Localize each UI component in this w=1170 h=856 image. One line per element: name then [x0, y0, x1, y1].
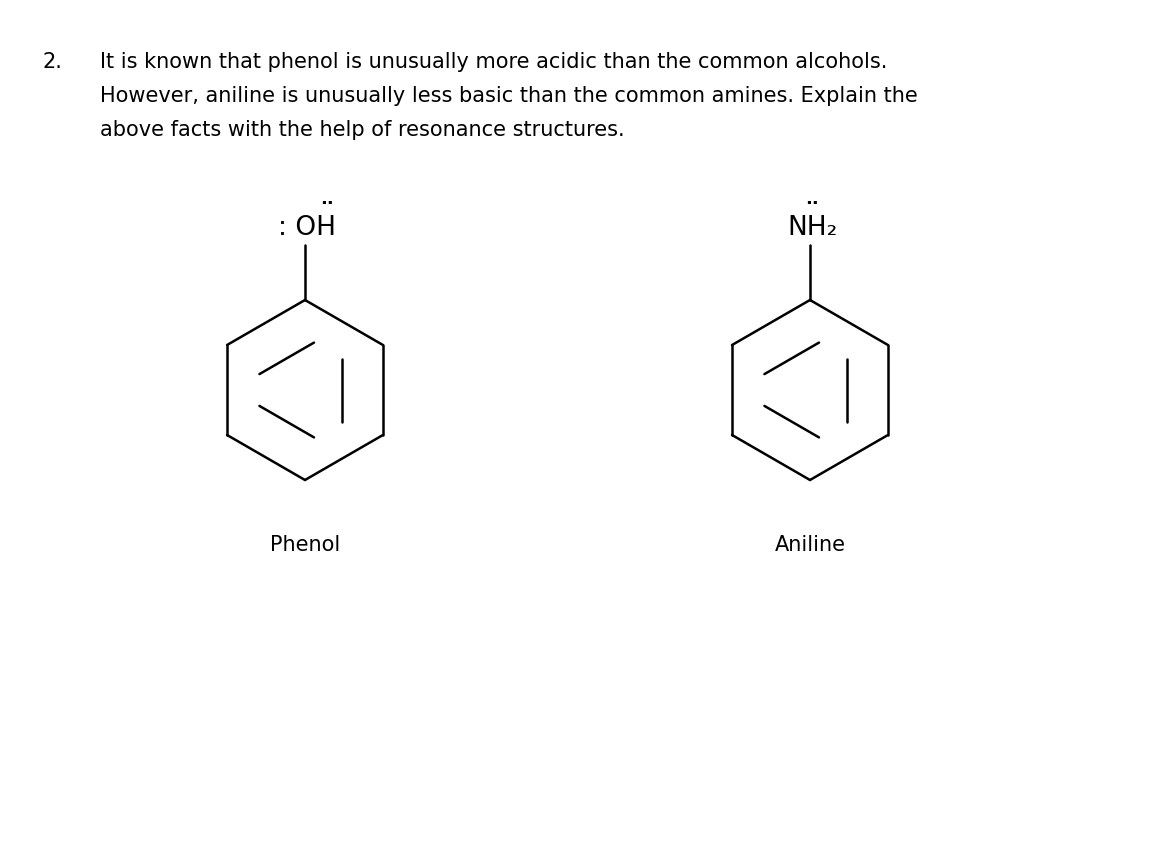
Text: ··: ·· — [321, 195, 333, 213]
Text: Aniline: Aniline — [775, 535, 846, 555]
Text: : OH: : OH — [278, 215, 336, 241]
Text: ··: ·· — [805, 195, 819, 213]
Text: 2.: 2. — [42, 52, 62, 72]
Text: above facts with the help of resonance structures.: above facts with the help of resonance s… — [99, 120, 625, 140]
Text: However, aniline is unusually less basic than the common amines. Explain the: However, aniline is unusually less basic… — [99, 86, 917, 106]
Text: NH₂: NH₂ — [787, 215, 837, 241]
Text: It is known that phenol is unusually more acidic than the common alcohols.: It is known that phenol is unusually mor… — [99, 52, 887, 72]
Text: Phenol: Phenol — [270, 535, 340, 555]
